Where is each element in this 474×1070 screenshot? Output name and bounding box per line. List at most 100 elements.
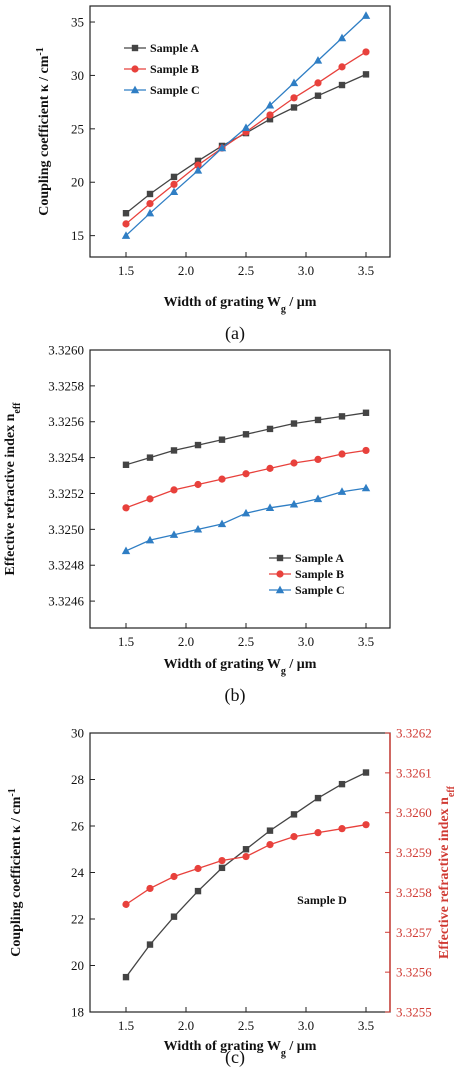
y-tick-label: 3.3246 — [48, 594, 84, 609]
y-tick-label: 35 — [71, 15, 84, 30]
y-axis-label-text: Coupling coefficient κ / cm — [37, 55, 52, 216]
data-point — [122, 900, 130, 908]
x-tick-label: 3.0 — [298, 634, 314, 649]
series-1 — [122, 769, 370, 981]
y-tick-label: 25 — [71, 121, 84, 136]
data-point — [313, 56, 323, 64]
y-axis-label-superscript: -1 — [7, 788, 18, 796]
data-point — [146, 941, 154, 948]
y-tick-label: 28 — [71, 772, 84, 787]
legend: Sample A Sample B Sample C — [124, 41, 200, 97]
y-right-tick-label: 3.3259 — [396, 845, 432, 860]
y-right-tick-label: 3.3262 — [396, 726, 432, 741]
data-point — [289, 499, 299, 508]
y-tick-label: 3.3260 — [48, 343, 84, 358]
x-tick-label: 2.5 — [238, 263, 254, 278]
series-2 — [122, 821, 370, 908]
data-point — [266, 841, 274, 849]
data-point — [170, 486, 178, 494]
chart-panel-2: 1.5 2.0 2.5 3.0 3.5 3.3246 3.3248 3.3250 3.3252 3… — [3, 343, 391, 706]
x-axis-label-text: Width of grating W — [164, 657, 281, 672]
x-tick-label: 2.5 — [238, 634, 254, 649]
x-tick-label: 3.0 — [298, 1018, 314, 1033]
data-point — [266, 425, 274, 433]
x-axis-label-unit: / μm — [286, 295, 317, 310]
x-tick-label: 1.5 — [118, 634, 134, 649]
y-right-tick-label: 3.3260 — [396, 805, 432, 820]
data-point — [194, 480, 202, 489]
series-3 — [121, 483, 371, 555]
data-point — [290, 811, 298, 818]
data-point — [194, 864, 202, 873]
data-point — [266, 111, 274, 119]
data-point — [337, 487, 347, 495]
data-point — [169, 187, 179, 196]
data-point — [266, 116, 274, 123]
y-tick-label: 3.3258 — [48, 378, 84, 393]
x-axis-label: Width of grating Wg / μm — [164, 1039, 317, 1059]
y-tick-label: 22 — [71, 912, 84, 927]
x-tick-label: 3.5 — [358, 263, 374, 278]
data-point — [362, 409, 370, 416]
data-point — [362, 71, 370, 78]
data-point — [338, 780, 346, 788]
x-tick-label: 2.0 — [178, 263, 194, 278]
data-point — [217, 143, 227, 152]
x-axis-label: Width of grating Wg / μm — [164, 657, 317, 677]
data-point — [217, 519, 227, 528]
data-point — [338, 450, 346, 458]
x-tick-label: 3.0 — [298, 263, 314, 278]
data-point — [314, 92, 322, 99]
data-point — [146, 495, 154, 503]
data-point — [194, 161, 202, 169]
data-point — [169, 530, 179, 538]
data-point — [290, 833, 298, 841]
data-point — [314, 829, 322, 837]
y-axis-label: Effective refractive index neff — [3, 402, 23, 576]
legend-marker — [275, 585, 285, 594]
y-right-axis-label-text: Effective refractive index n — [437, 797, 452, 959]
data-point — [170, 913, 178, 920]
data-point — [122, 210, 130, 217]
y-tick-label: 3.3254 — [48, 450, 84, 465]
y-tick-label: 18 — [71, 1005, 84, 1020]
data-point — [122, 461, 130, 468]
data-point — [145, 535, 155, 544]
data-point — [338, 81, 346, 89]
y-axis-label: Coupling coefficient κ / cm-1 — [7, 788, 25, 957]
x-axis-label-unit: / μm — [286, 657, 317, 672]
data-point — [170, 447, 178, 454]
y-axis-label-superscript: -1 — [35, 47, 46, 55]
data-point — [145, 208, 155, 217]
series-1 — [122, 409, 370, 468]
legend-label: Sample C — [295, 583, 345, 597]
x-tick-label: 1.5 — [118, 1018, 134, 1033]
data-point — [218, 475, 226, 483]
x-axis-label-subscript: g — [281, 304, 286, 315]
data-point — [121, 231, 131, 239]
x-axis-label-subscript: g — [281, 666, 286, 677]
data-point — [122, 504, 130, 512]
y-right-tick-label: 3.3261 — [396, 765, 432, 780]
data-point — [241, 123, 251, 131]
data-point — [266, 464, 274, 472]
x-tick-label: 2.0 — [178, 1018, 194, 1033]
chart-panel-3: 1.5 2.0 2.5 3.0 3.5 18 20 22 24 26 28 30 3.3255 3.325… — [7, 726, 457, 1069]
series-line — [125, 449, 367, 509]
data-point — [265, 100, 275, 109]
data-point — [290, 94, 298, 102]
data-point — [241, 508, 251, 517]
data-point — [362, 769, 370, 776]
y-tick-label: 15 — [71, 228, 84, 243]
data-point — [314, 794, 322, 802]
x-axis-label-unit: / μm — [286, 1039, 317, 1054]
data-point — [121, 546, 131, 555]
x-tick-label: 1.5 — [118, 263, 134, 278]
legend-marker — [276, 554, 284, 562]
y-tick-label: 30 — [71, 68, 84, 83]
plot-frame — [89, 349, 391, 629]
data-point — [194, 441, 202, 449]
y-tick-label: 20 — [71, 958, 84, 973]
series-line — [125, 51, 367, 225]
legend-label: Sample C — [150, 83, 200, 97]
